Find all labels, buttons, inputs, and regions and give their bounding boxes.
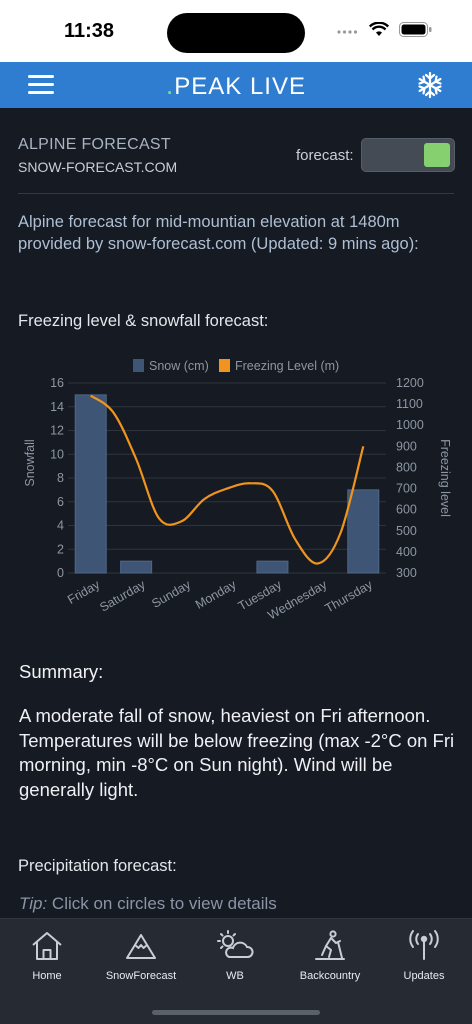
tab-label-home: Home [32,970,62,982]
tab-bar: Home SnowForecast WB [0,918,472,1024]
y2-tick-label: 900 [396,439,417,453]
section-title: ALPINE FORECAST [18,136,171,153]
snow-chart: 0 2 4 6 8 10 12 14 16 300 400 500 600 700 800 900 1000 11… [0,348,472,638]
snowflake-button[interactable] [416,71,444,99]
intro-text: Alpine forecast for mid-mountian elevati… [18,213,419,253]
tab-label-updates: Updates [403,970,445,982]
signal-icon [337,29,358,34]
y-axis-title: Snowfall [23,439,37,486]
snow-chart-svg: 0 2 4 6 8 10 12 14 16 300 400 500 600 700 800 900 1000 11… [23,359,452,622]
logo-dot: . [166,70,175,100]
legend-swatch-snow [133,359,144,372]
precip-heading: Precipitation forecast: [18,857,177,875]
app-header: .PEAK LIVE [0,62,472,108]
broadcast-icon [409,930,439,960]
menu-button[interactable] [28,73,56,97]
forecast-toggle-label: forecast: [296,147,354,164]
forecast-toggle[interactable] [361,138,455,172]
skier-icon [315,930,345,960]
forecast-content[interactable]: ALPINE FORECAST SNOW-FORECAST.COM foreca… [0,108,472,918]
tab-backcountry[interactable]: Backcountry [283,929,377,982]
x-tick-label: Thursday [323,577,376,616]
y2-tick-label: 500 [396,524,417,538]
mountain-icon [126,934,156,959]
snowflake-icon [418,71,442,99]
tab-home[interactable]: Home [0,929,94,982]
chart-heading: Freezing level & snowfall forecast: [18,312,269,330]
dynamic-island [167,13,305,53]
home-indicator [152,1010,320,1015]
summary-heading: Summary: [19,661,104,682]
y2-tick-label: 1000 [396,418,424,432]
snow-bar [256,560,289,574]
tip-text: Tip: Click on circles to view details [19,894,277,914]
tab-wb[interactable]: WB [188,929,282,982]
x-tick-label: Monday [193,577,239,612]
y-tick-label: 0 [57,566,64,580]
logo-text: PEAK LIVE [174,73,306,100]
y-tick-label: 10 [50,447,64,461]
y-tick-label: 8 [57,471,64,485]
home-icon [32,932,62,960]
tab-label-backcountry: Backcountry [299,970,361,982]
y2-tick-label: 300 [396,566,417,580]
y-tick-label: 6 [57,495,64,509]
status-time: 11:38 [64,20,115,42]
tip-body: Click on circles to view details [47,894,277,913]
summary-text: A moderate fall of snow, heaviest on Fri… [19,705,455,800]
snow-bar [347,489,380,574]
toggle-knob [424,143,450,167]
freezing-level-line [90,394,365,565]
legend-swatch-freezing [219,359,230,372]
tab-snowforecast[interactable]: SnowForecast [94,929,188,982]
y-tick-label: 4 [57,519,64,533]
divider [18,193,454,194]
status-bar: 11:38 [0,0,472,62]
wifi-icon [369,22,389,36]
x-tick-label: Sunday [149,577,193,611]
y2-tick-label: 400 [396,545,417,559]
section-source: SNOW-FORECAST.COM [18,159,178,175]
snow-bar [120,560,153,574]
tab-updates[interactable]: Updates [377,929,471,982]
y2-tick-label: 600 [396,503,417,517]
y-tick-label: 2 [57,542,64,556]
y-tick-label: 16 [50,376,64,390]
legend-label-freezing: Freezing Level (m) [235,359,339,373]
y2-tick-label: 700 [396,482,417,496]
app-logo: .PEAK LIVE [0,70,472,101]
status-icons [337,22,432,37]
x-tick-label: Saturday [97,577,148,615]
y2-tick-label: 1100 [396,397,423,411]
y-tick-label: 14 [50,400,64,414]
tab-label-snowforecast: SnowForecast [105,970,177,982]
legend-label-snow: Snow (cm) [149,359,209,373]
weather-icon [217,930,254,958]
snow-bar [74,394,107,574]
y-tick-label: 12 [50,424,64,438]
tab-label-wb: WB [226,970,244,982]
y2-tick-label: 1200 [396,376,424,390]
y2-tick-label: 800 [396,460,417,474]
battery-icon [399,22,432,37]
y2-axis-title: Freezing level [438,439,452,517]
tip-label: Tip: [19,894,48,913]
